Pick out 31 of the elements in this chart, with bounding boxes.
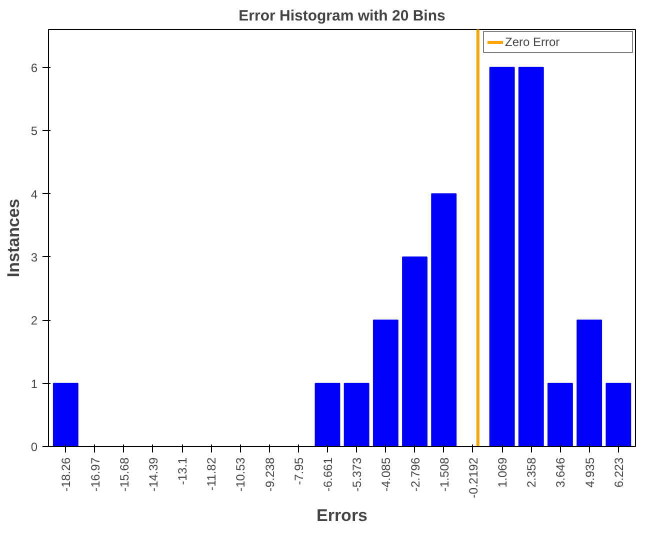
y-tick-label: 2 (30, 314, 38, 328)
x-axis-title: Errors (316, 506, 368, 526)
x-tick-label: -15.68 (117, 457, 132, 492)
x-tick-label: 6.223 (612, 457, 626, 488)
x-tick-label: -9.238 (262, 457, 277, 492)
x-tick-label: -18.26 (59, 457, 74, 492)
y-tick-label: 4 (30, 187, 38, 202)
x-tick-label: -2.796 (408, 457, 422, 492)
x-tick-label: -4.085 (379, 457, 394, 492)
x-tick-label: -0.2192 (466, 457, 480, 498)
y-tick-label: 1 (30, 376, 38, 391)
y-axis-title: Instances (4, 198, 23, 278)
x-tick-label: -11.82 (204, 457, 219, 491)
x-tick-label: -1.508 (437, 457, 452, 492)
x-tick-label: 1.069 (496, 457, 510, 488)
x-tick-label: 3.646 (554, 457, 568, 488)
y-tick-label: 0 (30, 440, 38, 454)
x-tick-label: -6.661 (321, 457, 336, 492)
x-tick-label: -7.95 (292, 457, 306, 485)
x-tick-label: 2.358 (524, 457, 539, 488)
x-tick-label: -10.53 (234, 457, 248, 492)
x-tick-label: -16.97 (88, 457, 102, 492)
ref-line-label: Zero Error (505, 35, 561, 49)
y-tick-label: 3 (30, 250, 38, 264)
x-tick-label: -13.1 (176, 457, 190, 485)
x-tick-label: -14.39 (146, 457, 160, 492)
y-tick-label: 6 (30, 60, 38, 75)
y-tick-label: 5 (30, 124, 38, 138)
chart-title: Error Histogram with 20 Bins (238, 8, 446, 24)
x-tick-label: 4.935 (582, 457, 597, 488)
x-tick-label: -5.373 (350, 457, 364, 492)
